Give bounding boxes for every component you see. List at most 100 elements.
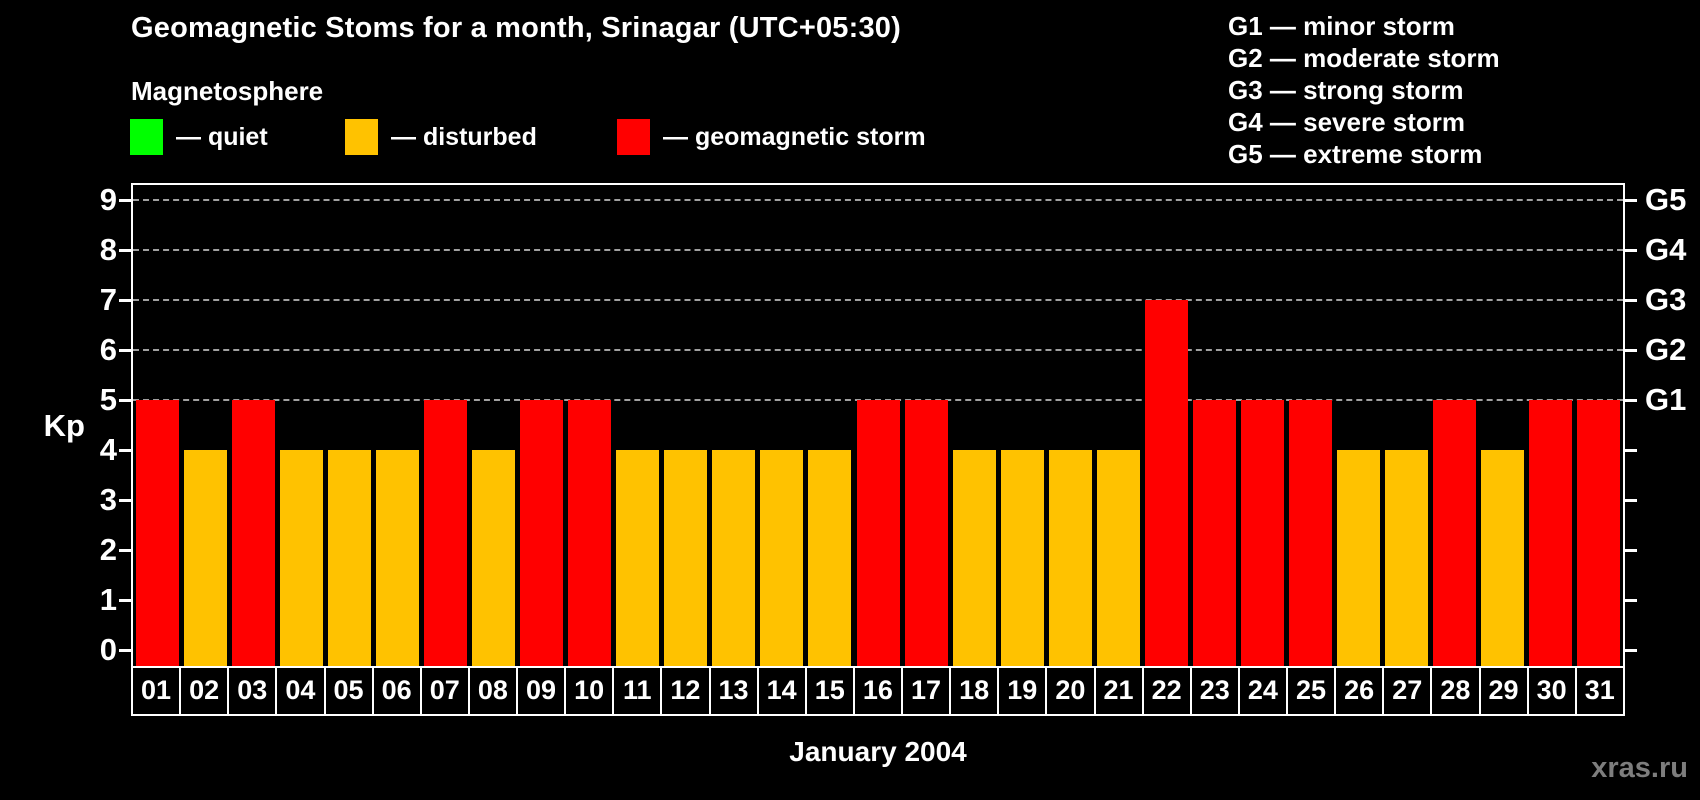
bar-day-18: [952, 450, 996, 666]
bar-day-01: [135, 400, 179, 666]
g-axis-label-G1: G1: [1645, 382, 1687, 417]
bar-day-19: [1000, 450, 1044, 666]
disturbed-swatch-icon: [345, 119, 378, 155]
y-tick-label-2: 2: [99, 532, 117, 567]
day-cell-30: 30: [1526, 666, 1577, 716]
y-tick-label-7: 7: [99, 282, 117, 317]
g-axis-label-G2: G2: [1645, 332, 1687, 367]
day-cell-28: 28: [1430, 666, 1481, 716]
storm-scale-item-4: G5 — extreme storm: [1228, 139, 1483, 169]
bar-day-23: [1192, 400, 1236, 666]
storm-scale-item-0: G1 — minor storm: [1228, 11, 1455, 41]
magnetosphere-legend: — quiet — disturbed — geomagnetic storm: [0, 118, 1700, 156]
day-cell-21: 21: [1093, 666, 1144, 716]
kp-axis-label: Kp: [43, 408, 85, 443]
day-cell-09: 09: [516, 666, 567, 716]
legend-item-storm: — geomagnetic storm: [617, 118, 926, 156]
bar-day-04: [279, 450, 323, 666]
bar-day-29: [1481, 450, 1525, 666]
bar-day-25: [1289, 400, 1333, 666]
y-tick-mark-right-3: [1625, 499, 1637, 502]
y-tick-mark-right-4: [1625, 449, 1637, 452]
day-cell-16: 16: [852, 666, 903, 716]
bar-day-20: [1048, 450, 1092, 666]
storm-scale-item-3: G4 — severe storm: [1228, 107, 1466, 137]
bar-day-07: [423, 400, 467, 666]
day-cell-08: 08: [467, 666, 518, 716]
bar-day-15: [808, 450, 852, 666]
chart-title: Geomagnetic Stoms for a month, Srinagar …: [131, 12, 901, 44]
y-tick-label-4: 4: [99, 432, 117, 467]
bar-day-05: [327, 450, 371, 666]
bar-day-11: [616, 450, 660, 666]
day-cell-24: 24: [1237, 666, 1288, 716]
y-tick-mark-left-1: [119, 599, 131, 602]
bar-day-02: [183, 450, 227, 666]
day-cell-04: 04: [275, 666, 326, 716]
bar-day-10: [568, 400, 612, 666]
grid-line-9: [133, 199, 1623, 201]
y-tick-mark-left-4: [119, 449, 131, 452]
day-cell-23: 23: [1189, 666, 1240, 716]
day-cell-13: 13: [708, 666, 759, 716]
bar-day-03: [231, 400, 275, 666]
day-cell-19: 19: [997, 666, 1048, 716]
grid-line-6: [133, 349, 1623, 351]
y-tick-label-1: 1: [99, 582, 117, 617]
legend-item-quiet: — quiet: [130, 118, 268, 156]
y-tick-mark-left-0: [119, 649, 131, 652]
grid-line-7: [133, 299, 1623, 301]
day-cell-26: 26: [1334, 666, 1385, 716]
bar-day-31: [1577, 400, 1621, 666]
y-tick-mark-right-8: [1625, 249, 1637, 252]
day-cell-15: 15: [804, 666, 855, 716]
y-tick-mark-left-3: [119, 499, 131, 502]
day-axis-row: 01 02 03 04 05 06 07 08 09 10 11 12 13 14 15 16 17 18 19 20…: [131, 666, 1625, 716]
y-tick-label-5: 5: [99, 382, 117, 417]
y-tick-label-3: 3: [99, 482, 117, 517]
legend-label-disturbed: — disturbed: [391, 122, 537, 151]
day-cell-20: 20: [1045, 666, 1096, 716]
day-cell-05: 05: [323, 666, 374, 716]
day-cell-29: 29: [1478, 666, 1529, 716]
day-cell-25: 25: [1286, 666, 1337, 716]
day-cell-17: 17: [901, 666, 952, 716]
plot-area: [131, 183, 1625, 668]
y-tick-label-0: 0: [99, 632, 117, 667]
bar-day-08: [471, 450, 515, 666]
storm-swatch-icon: [617, 119, 650, 155]
magnetosphere-legend-heading: Magnetosphere: [131, 76, 324, 106]
y-tick-label-9: 9: [99, 182, 117, 217]
day-cell-02: 02: [179, 666, 230, 716]
y-tick-label-6: 6: [99, 332, 117, 367]
y-tick-mark-right-2: [1625, 549, 1637, 552]
day-cell-14: 14: [756, 666, 807, 716]
day-cell-12: 12: [660, 666, 711, 716]
bar-day-06: [375, 450, 419, 666]
y-tick-mark-right-6: [1625, 349, 1637, 352]
y-tick-mark-right-7: [1625, 299, 1637, 302]
y-tick-mark-left-2: [119, 549, 131, 552]
bar-day-30: [1529, 400, 1573, 666]
quiet-swatch-icon: [130, 119, 163, 155]
y-tick-label-8: 8: [99, 232, 117, 267]
day-cell-06: 06: [371, 666, 422, 716]
bar-day-09: [520, 400, 564, 666]
bar-day-14: [760, 450, 804, 666]
bar-day-24: [1241, 400, 1285, 666]
month-label: January 2004: [789, 736, 967, 767]
storm-scale-item-2: G3 — strong storm: [1228, 75, 1464, 105]
day-cell-27: 27: [1382, 666, 1433, 716]
y-tick-mark-right-0: [1625, 649, 1637, 652]
y-tick-mark-left-7: [119, 299, 131, 302]
day-cell-10: 10: [564, 666, 615, 716]
g-axis-label-G4: G4: [1645, 232, 1687, 267]
legend-label-storm: — geomagnetic storm: [663, 122, 926, 151]
storm-scale-legend: G1 — minor storm G2 — moderate storm G3 — …: [1228, 10, 1500, 170]
y-tick-mark-right-5: [1625, 399, 1637, 402]
day-cell-18: 18: [949, 666, 1000, 716]
day-cell-31: 31: [1574, 666, 1625, 716]
legend-item-disturbed: — disturbed: [345, 118, 537, 156]
day-cell-22: 22: [1141, 666, 1192, 716]
day-cell-03: 03: [227, 666, 278, 716]
